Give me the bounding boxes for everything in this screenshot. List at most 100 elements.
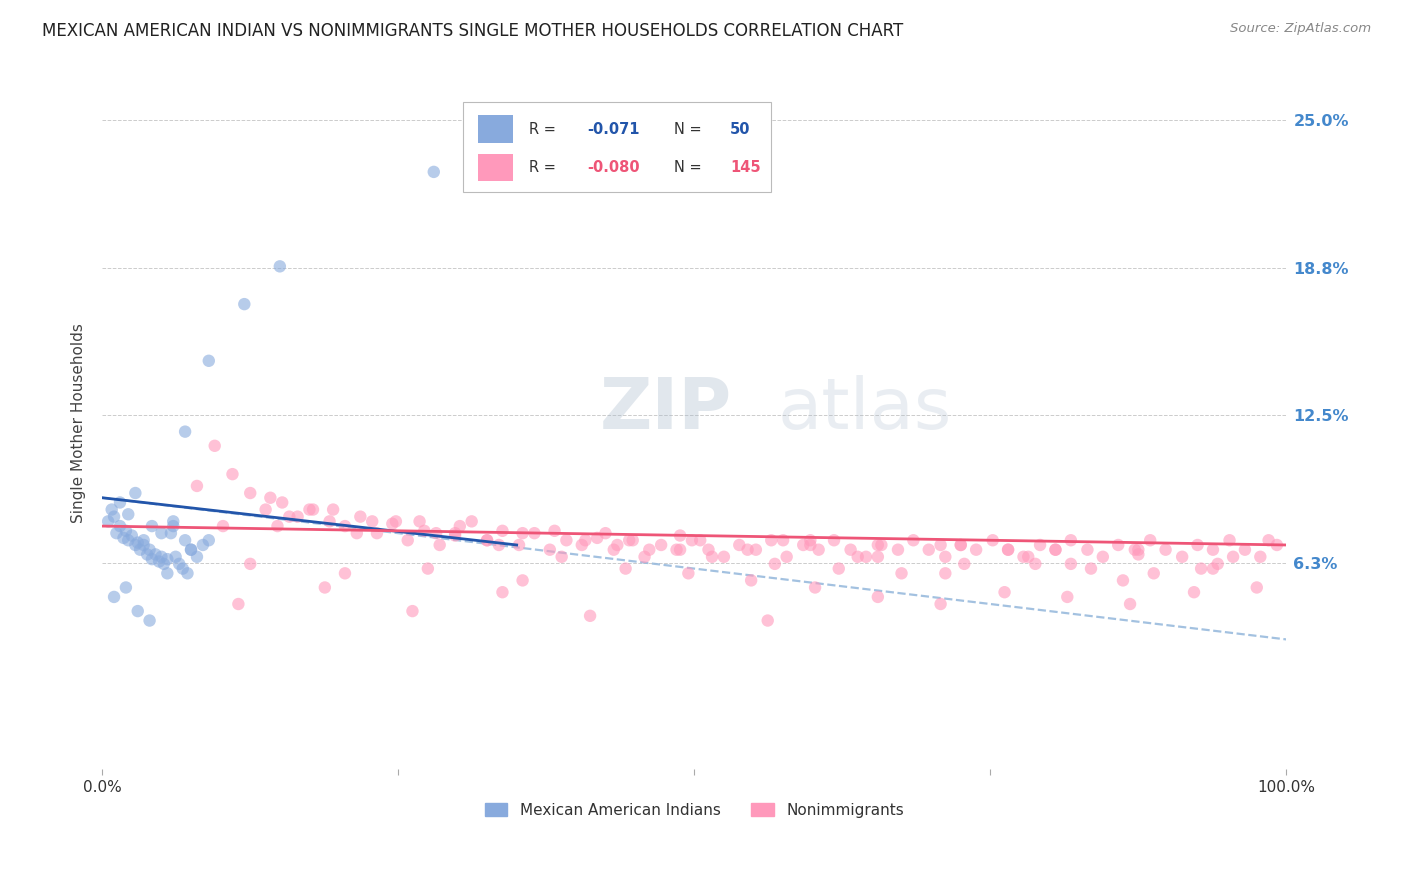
Point — [993, 585, 1015, 599]
Point — [186, 479, 208, 493]
Point — [614, 561, 637, 575]
Point — [1218, 533, 1240, 548]
Point — [127, 604, 149, 618]
Point — [124, 538, 146, 552]
Point — [1024, 557, 1046, 571]
Point — [488, 538, 510, 552]
Point — [1128, 548, 1150, 562]
Point — [846, 549, 869, 564]
Point — [115, 524, 138, 538]
Point — [953, 557, 976, 571]
Point — [1187, 538, 1209, 552]
Point — [737, 542, 759, 557]
Point — [740, 574, 762, 588]
Point — [117, 533, 139, 548]
Point — [266, 519, 288, 533]
Point — [444, 526, 467, 541]
Point — [523, 526, 546, 541]
Point — [1233, 542, 1256, 557]
Legend: Mexican American Indians, Nonimmigrants: Mexican American Indians, Nonimmigrants — [478, 797, 910, 824]
Point — [298, 502, 321, 516]
Point — [697, 542, 720, 557]
Text: R =: R = — [529, 160, 555, 175]
Point — [603, 542, 626, 557]
Point — [460, 514, 482, 528]
Point — [160, 526, 183, 541]
Point — [172, 561, 194, 575]
Point — [136, 548, 159, 562]
Point — [124, 486, 146, 500]
Point — [333, 519, 356, 533]
Point — [621, 533, 644, 548]
Point — [197, 533, 219, 548]
Point — [1029, 538, 1052, 552]
Point — [423, 165, 446, 179]
Point — [617, 533, 640, 548]
Point — [1119, 597, 1142, 611]
Point — [152, 557, 174, 571]
Point — [103, 509, 125, 524]
Point — [1060, 557, 1083, 571]
Point — [681, 533, 703, 548]
Point — [413, 524, 436, 538]
Point — [1143, 566, 1166, 581]
Text: N =: N = — [673, 160, 702, 175]
Point — [254, 502, 277, 516]
Point — [1060, 533, 1083, 548]
Point — [934, 566, 956, 581]
Point — [401, 604, 423, 618]
Point — [156, 566, 179, 581]
Point — [197, 353, 219, 368]
Point — [1249, 549, 1271, 564]
Point — [366, 526, 388, 541]
Point — [1045, 542, 1067, 557]
Point — [918, 542, 941, 557]
Point — [665, 542, 688, 557]
Point — [381, 516, 404, 531]
Point — [186, 549, 208, 564]
Point — [156, 552, 179, 566]
Point — [132, 538, 155, 552]
Point — [1128, 542, 1150, 557]
Point — [965, 542, 987, 557]
Point — [191, 538, 214, 552]
Point — [1206, 557, 1229, 571]
Point — [1076, 542, 1098, 557]
Point — [346, 526, 368, 541]
Point — [127, 535, 149, 549]
Point — [728, 538, 751, 552]
Point — [807, 542, 830, 557]
Point — [176, 566, 198, 581]
Point — [150, 526, 173, 541]
Y-axis label: Single Mother Households: Single Mother Households — [72, 324, 86, 524]
Point — [228, 597, 250, 611]
Point — [314, 581, 336, 595]
Text: Source: ZipAtlas.com: Source: ZipAtlas.com — [1230, 22, 1371, 36]
Point — [396, 533, 419, 548]
Point — [141, 552, 163, 566]
Point — [449, 519, 471, 533]
Point — [949, 538, 972, 552]
Point — [866, 590, 889, 604]
Point — [333, 566, 356, 581]
Point — [713, 549, 735, 564]
Point — [839, 542, 862, 557]
Point — [799, 538, 821, 552]
Point — [491, 524, 513, 538]
Point — [700, 549, 723, 564]
Point — [934, 549, 956, 564]
Point — [1139, 533, 1161, 548]
Point — [129, 542, 152, 557]
Point — [512, 526, 534, 541]
Point — [638, 542, 661, 557]
Point — [1080, 561, 1102, 575]
Point — [162, 519, 184, 533]
Point — [756, 614, 779, 628]
Point — [416, 561, 439, 575]
Point — [271, 495, 294, 509]
Point — [117, 508, 139, 522]
Point — [1056, 590, 1078, 604]
Point — [606, 538, 628, 552]
Point — [287, 509, 309, 524]
Text: MEXICAN AMERICAN INDIAN VS NONIMMIGRANTS SINGLE MOTHER HOUSEHOLDS CORRELATION CH: MEXICAN AMERICAN INDIAN VS NONIMMIGRANTS… — [42, 22, 904, 40]
